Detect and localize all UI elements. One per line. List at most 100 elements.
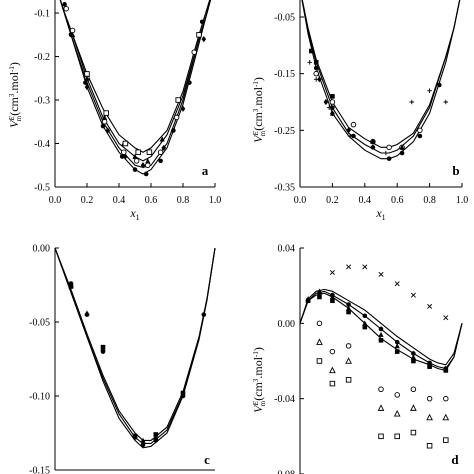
y-tick-label: -0.08 — [274, 470, 295, 474]
y-tick-label: -0.05 — [29, 318, 50, 329]
y-axis-label: VEm(cm3.mol-1) — [251, 347, 267, 413]
data-point — [119, 154, 125, 159]
fitted-curve — [59, 0, 211, 162]
data-point — [121, 149, 127, 155]
data-point — [426, 395, 433, 402]
y-tick-label: 0.04 — [278, 244, 296, 255]
data-point — [171, 128, 176, 133]
x-tick-label: 0.2 — [326, 195, 339, 206]
data-point — [100, 344, 106, 350]
data-point — [313, 65, 319, 71]
data-point — [62, 2, 67, 7]
data-point — [417, 133, 423, 139]
data-point — [394, 339, 400, 345]
data-point — [411, 351, 416, 356]
data-point — [409, 99, 415, 105]
data-point — [326, 105, 332, 110]
data-point — [378, 433, 384, 440]
x-tick-label: 0.8 — [177, 195, 190, 206]
data-point — [378, 331, 384, 337]
data-point — [399, 144, 405, 150]
data-point — [443, 99, 449, 105]
data-point — [399, 150, 405, 156]
y-tick-label: -0.1 — [34, 9, 50, 20]
data-point — [307, 60, 313, 65]
data-point — [84, 83, 90, 91]
data-point — [135, 149, 141, 155]
y-tick-label: -0.4 — [34, 139, 50, 150]
data-point — [427, 364, 432, 369]
data-point — [394, 343, 400, 349]
data-point — [378, 337, 384, 343]
fitted-curve — [54, 248, 216, 444]
data-point — [443, 368, 449, 373]
data-point — [140, 442, 146, 448]
data-point — [437, 82, 442, 88]
data-point — [305, 298, 311, 304]
data-point — [180, 390, 186, 396]
plot-area — [301, 0, 461, 161]
data-point — [330, 105, 335, 110]
data-point — [362, 320, 368, 326]
data-point — [145, 162, 151, 169]
x-tick-label: 0.8 — [423, 195, 436, 206]
data-point — [309, 48, 314, 54]
data-point — [394, 433, 400, 440]
data-point — [393, 409, 401, 417]
data-point — [123, 153, 128, 160]
y-tick-label: -0.05 — [274, 13, 295, 24]
data-point — [378, 326, 384, 332]
data-point — [105, 127, 111, 134]
y-tick-label: 0.00 — [278, 319, 296, 330]
panel-label: d — [451, 452, 459, 467]
y-tick-label: -0.35 — [274, 183, 295, 194]
data-point — [345, 357, 352, 364]
data-point — [316, 338, 323, 345]
data-point — [313, 60, 319, 65]
data-point — [140, 437, 146, 443]
data-point — [362, 313, 368, 319]
data-point — [329, 110, 335, 116]
data-point — [329, 366, 336, 374]
y-tick-label: -0.25 — [274, 126, 295, 137]
x-tick-label: 0.6 — [145, 195, 158, 206]
data-point — [145, 158, 151, 164]
data-point — [159, 136, 165, 142]
data-point — [101, 119, 108, 125]
data-point — [132, 153, 138, 159]
data-point — [316, 320, 323, 327]
data-point — [377, 404, 385, 411]
data-point — [410, 404, 417, 411]
data-point — [394, 392, 400, 398]
data-point — [347, 133, 353, 139]
data-point — [394, 349, 400, 354]
data-point — [443, 437, 449, 443]
data-point — [426, 413, 433, 421]
fitted-curve — [301, 0, 461, 160]
panel-d: 0.04 0.00 -0.04 -0.08 VEm(cm3.mol-1) d — [251, 244, 463, 474]
data-point — [427, 88, 432, 93]
data-point — [411, 358, 416, 364]
data-point — [378, 271, 384, 277]
data-point — [316, 358, 323, 364]
panel-label: c — [204, 452, 210, 467]
data-point — [378, 386, 384, 393]
data-point — [63, 5, 69, 12]
data-point — [133, 158, 140, 164]
data-point — [443, 315, 449, 321]
panel-a: -0.1 -0.2 -0.3 -0.4 -0.50.0 0.2 0.4 0.6 0.8 1.0 x1… — [7, 0, 221, 222]
data-point — [346, 302, 351, 307]
x-tick-label: 0.4 — [113, 195, 126, 206]
data-point — [329, 294, 335, 300]
data-point — [410, 354, 416, 360]
data-point — [153, 432, 159, 437]
data-point — [201, 312, 207, 317]
y-tick-label: 0.00 — [33, 244, 51, 255]
x-tick-label: 0.2 — [81, 195, 94, 206]
fitted-curve — [301, 0, 461, 154]
data-point — [329, 348, 336, 355]
x-tick-label: 0.6 — [391, 195, 404, 206]
data-point — [157, 149, 164, 155]
data-point — [84, 75, 90, 81]
data-point — [196, 32, 202, 38]
